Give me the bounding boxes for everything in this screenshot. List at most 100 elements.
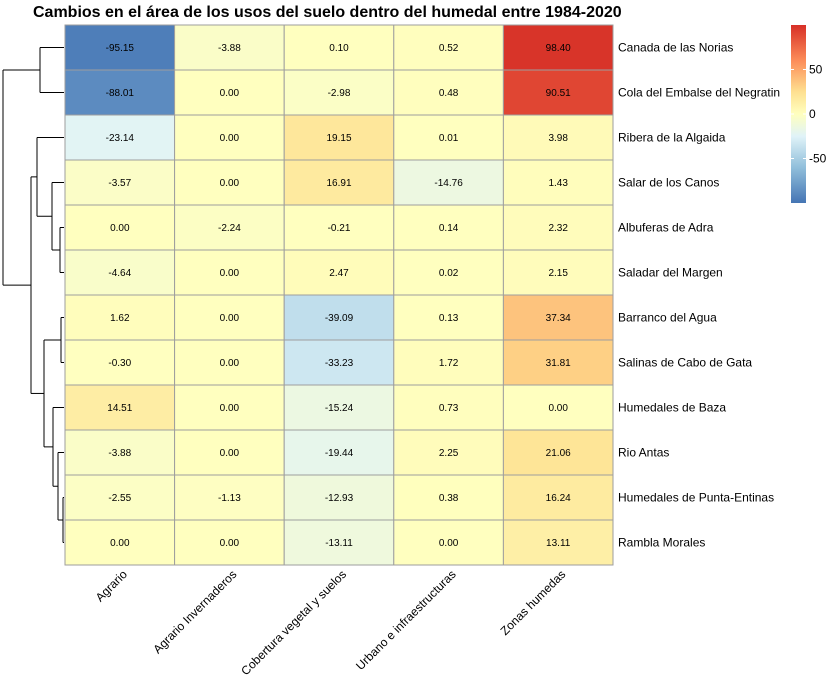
cell-value-label: -3.88 [108,448,131,459]
cell-value-label: 0.14 [439,223,459,234]
cell-value-label: 16.91 [326,178,351,189]
heatmap-cell [502,429,614,476]
heatmap-cell [174,339,285,386]
row-label: Saladar del Margen [618,266,723,280]
legend-tick-label: -50 [809,152,827,166]
cell-value-label: -0.30 [108,358,131,369]
cell-value-label: 37.34 [546,313,571,324]
heatmap-cell [174,69,285,116]
column-label: Agrario Invernaderos [150,567,239,656]
cell-value-label: -2.55 [108,493,131,504]
heatmap-cell [174,519,285,566]
heatmap-cell [393,474,504,521]
cell-value-label: 0.00 [220,88,240,99]
heatmap-cell [174,474,285,521]
row-label: Salinas de Cabo de Gata [618,356,752,370]
heatmap-cell [283,474,395,521]
legend-color-bar [791,25,806,203]
legend-tick-label: 0 [809,107,816,121]
heatmap-cell [393,429,504,476]
cell-value-label: 0.00 [220,403,240,414]
row-labels: Canada de las Norias Cola del Embalse del… [618,41,780,550]
heatmap-cell [393,69,504,116]
cell-value-label: 0.00 [439,538,459,549]
color-legend: 50 0 -50 [791,25,827,203]
heatmap-cell [283,69,395,116]
row-label: Humedales de Baza [618,401,726,415]
column-label: Zonas humedas [498,567,569,638]
heatmap-cell [174,204,285,251]
cell-value-label: 0.00 [220,133,240,144]
cell-value-label: -15.24 [325,403,354,414]
heatmap-cell [502,474,614,521]
heatmap-cell [283,294,395,341]
heatmap-cell [502,384,614,431]
cell-value-label: 0.38 [439,493,459,504]
cell-value-label: -2.98 [328,88,351,99]
cell-value-label: 0.13 [439,313,459,324]
cell-value-label: -33.23 [325,358,354,369]
cell-value-label: -2.24 [218,223,241,234]
heatmap-cell [174,159,285,206]
cell-value-label: 2.32 [548,223,568,234]
cell-value-label: 0.00 [220,448,240,459]
cell-value-label: -39.09 [325,313,354,324]
cell-value-label: 0.00 [220,313,240,324]
heatmap-cell [64,159,176,206]
cell-value-label: 0.48 [439,88,459,99]
row-label: Albuferas de Adra [618,221,714,235]
cell-value-label: -23.14 [106,133,135,144]
heatmap-cell [502,294,614,341]
cell-value-label: -3.57 [108,178,131,189]
heatmap-cell [174,249,285,296]
heatmap-cell [64,339,176,386]
heatmap-cell [64,519,176,566]
cell-value-label: -14.76 [434,178,463,189]
cell-value-label: -95.15 [106,43,135,54]
cell-value-label: -3.88 [218,43,241,54]
cell-value-label: 0.00 [220,268,240,279]
heatmap-cell [283,384,395,431]
cell-value-label: 0.01 [439,133,459,144]
cell-value-label: 1.62 [110,313,130,324]
heatmap-cell [283,249,395,296]
cell-value-label: -13.11 [325,538,353,549]
column-label: Urbano e infraestructuras [353,567,459,673]
cell-value-label: -19.44 [325,448,354,459]
cell-value-label: 0.00 [110,538,130,549]
row-label: Humedales de Punta-Entinas [618,491,774,505]
row-label: Barranco del Agua [618,311,717,325]
row-label: Salar de los Canos [618,176,719,190]
legend-tick-label: 50 [809,63,823,77]
cell-value-label: 3.98 [548,133,568,144]
cell-value-label: 19.15 [326,133,351,144]
heatmap-cell [502,69,614,116]
column-label: Cobertura vegetal y suelos [238,567,349,678]
heatmap-cell [393,519,504,566]
heatmap-cell [283,114,395,161]
cell-value-label: 0.00 [220,358,240,369]
cell-value-label: 2.47 [329,268,349,279]
heatmap-cell [64,294,176,341]
heatmap-cell [393,339,504,386]
column-label: Agrario [93,567,130,604]
heatmap-cell [64,114,176,161]
heatmap-cell [64,384,176,431]
cell-value-label: 21.06 [546,448,571,459]
cell-value-label: 90.51 [546,88,571,99]
row-label: Ribera de la Algaida [618,131,726,145]
cell-value-label: -88.01 [106,88,135,99]
cell-value-label: 0.73 [439,403,459,414]
heatmap-cell [64,69,176,116]
heatmap-cell [393,114,504,161]
cell-value-label: -0.21 [328,223,351,234]
heatmap-cell [283,429,395,476]
heatmap-cell [502,114,614,161]
heatmap-cell [64,249,176,296]
row-dendrogram [2,47,64,543]
cell-value-label: -4.64 [108,268,131,279]
cell-value-label: 0.00 [548,403,568,414]
cell-value-label: 13.11 [546,538,571,549]
